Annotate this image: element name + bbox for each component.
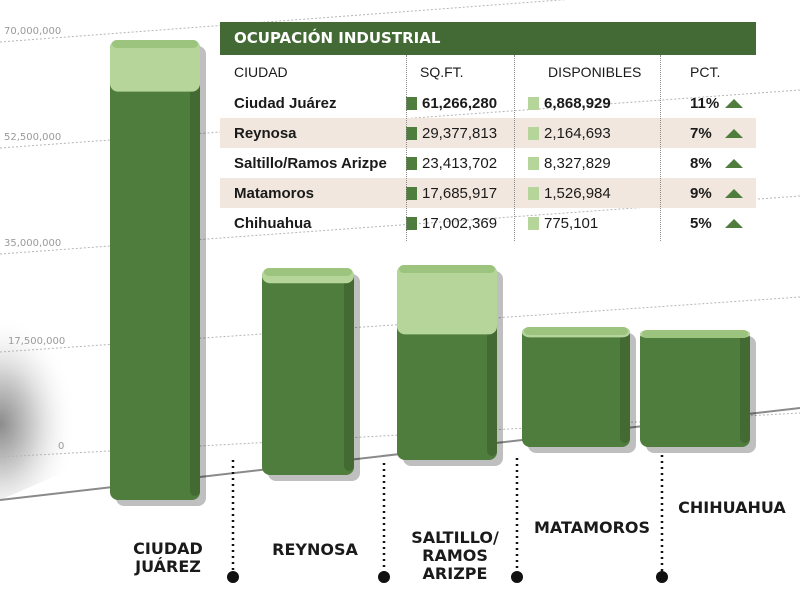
occupied-swatch-icon: [406, 156, 417, 170]
bar-top: [399, 265, 495, 273]
row-sqft-cell: 17,002,369: [406, 208, 497, 238]
trend-up-icon: [725, 148, 743, 178]
floor-shadow: [0, 300, 140, 500]
row-sqft: 17,685,917: [422, 184, 498, 202]
bar-top: [524, 327, 628, 335]
header-sqft: SQ.FT.: [420, 63, 464, 80]
row-available: 8,327,829: [544, 154, 611, 172]
row-available-cell: 775,101: [528, 208, 598, 238]
available-swatch-icon: [528, 156, 539, 170]
connector-dot: [656, 571, 668, 583]
y-tick-label: 70,000,000: [4, 26, 61, 37]
bar-top: [264, 268, 352, 276]
row-available: 1,526,984: [544, 184, 611, 202]
column-divider: [514, 55, 515, 241]
bar-occupied: [640, 330, 750, 447]
connector-dot: [378, 571, 390, 583]
available-swatch-icon: [528, 96, 539, 110]
category-label: CHIHUAHUA: [678, 498, 786, 517]
row-sqft: 23,413,702: [422, 154, 498, 172]
y-tick-label: 17,500,000: [8, 336, 65, 347]
bar-occupied: [262, 268, 354, 475]
row-sqft-cell: 61,266,280: [406, 88, 497, 118]
row-pct: 9%: [690, 184, 712, 202]
row-sqft: 61,266,280: [422, 94, 498, 112]
row-available-cell: 1,526,984: [528, 178, 611, 208]
table-header-row: CIUDAD SQ.FT. DISPONIBLES PCT.: [220, 55, 756, 88]
row-sqft-cell: 17,685,917: [406, 178, 497, 208]
bar-side: [344, 272, 354, 471]
row-sqft-cell: 23,413,702: [406, 148, 497, 178]
connector-dot: [227, 571, 239, 583]
row-sqft-cell: 29,377,813: [406, 118, 497, 148]
bar-top: [642, 330, 748, 338]
gridline: [0, 0, 567, 43]
row-city: Saltillo/Ramos Arizpe: [234, 154, 387, 172]
table-row: Chihuahua 17,002,369 775,101 5%: [220, 208, 756, 238]
header-available: DISPONIBLES: [548, 63, 642, 80]
bar-side: [740, 334, 750, 443]
header-pct: PCT.: [690, 63, 721, 80]
category-label: MATAMOROS: [534, 518, 650, 537]
available-swatch-icon: [528, 186, 539, 200]
bar-available: [397, 265, 497, 335]
y-tick-label: 35,000,000: [4, 238, 61, 249]
trend-up-icon: [725, 208, 743, 238]
row-available: 2,164,693: [544, 124, 611, 142]
row-city: Chihuahua: [234, 214, 312, 232]
row-sqft: 29,377,813: [422, 124, 498, 142]
available-swatch-icon: [528, 126, 539, 140]
row-pct: 8%: [690, 154, 712, 172]
bar-side: [190, 44, 200, 496]
trend-up-icon: [725, 88, 743, 118]
header-city: CIUDAD: [234, 63, 288, 80]
bar-side: [620, 331, 630, 443]
available-swatch-icon: [528, 216, 539, 230]
y-tick-label: 0: [58, 441, 64, 452]
table-row: Ciudad Juárez 61,266,280 6,868,929 11%: [220, 88, 756, 118]
row-city: Ciudad Juárez: [234, 94, 337, 112]
occupied-swatch-icon: [406, 186, 417, 200]
column-divider: [660, 55, 661, 241]
column-divider: [406, 55, 407, 241]
row-sqft: 17,002,369: [422, 214, 498, 232]
row-available-cell: 6,868,929: [528, 88, 611, 118]
row-city: Matamoros: [234, 184, 315, 202]
row-pct: 5%: [690, 214, 712, 232]
table-title: OCUPACIÓN INDUSTRIAL: [220, 22, 756, 55]
trend-up-icon: [725, 178, 743, 208]
occupied-swatch-icon: [406, 126, 417, 140]
bar-top: [112, 40, 198, 48]
occupied-swatch-icon: [406, 96, 417, 110]
table-row: Matamoros 17,685,917 1,526,984 9%: [220, 178, 756, 208]
occupancy-table: OCUPACIÓN INDUSTRIAL CIUDAD SQ.FT. DISPO…: [220, 22, 756, 241]
table-row: Reynosa 29,377,813 2,164,693 7%: [220, 118, 756, 148]
category-label: REYNOSA: [272, 540, 358, 559]
y-tick-label: 52,500,000: [4, 132, 61, 143]
bar-available: [110, 40, 200, 92]
row-available-cell: 2,164,693: [528, 118, 611, 148]
table-row: Saltillo/Ramos Arizpe 23,413,702 8,327,829…: [220, 148, 756, 178]
row-available-cell: 8,327,829: [528, 148, 611, 178]
category-label: CIUDAD JUÁREZ: [133, 539, 203, 576]
bar-occupied: [110, 40, 200, 500]
row-available: 6,868,929: [544, 94, 611, 112]
connector-dot: [511, 571, 523, 583]
occupied-swatch-icon: [406, 216, 417, 230]
row-pct: 11%: [690, 94, 720, 112]
category-label: SALTILLO/RAMOS ARIZPE: [411, 528, 499, 583]
row-available: 775,101: [544, 214, 599, 232]
row-pct: 7%: [690, 124, 712, 142]
trend-up-icon: [725, 118, 743, 148]
bar-occupied: [522, 327, 630, 447]
row-city: Reynosa: [234, 124, 297, 142]
